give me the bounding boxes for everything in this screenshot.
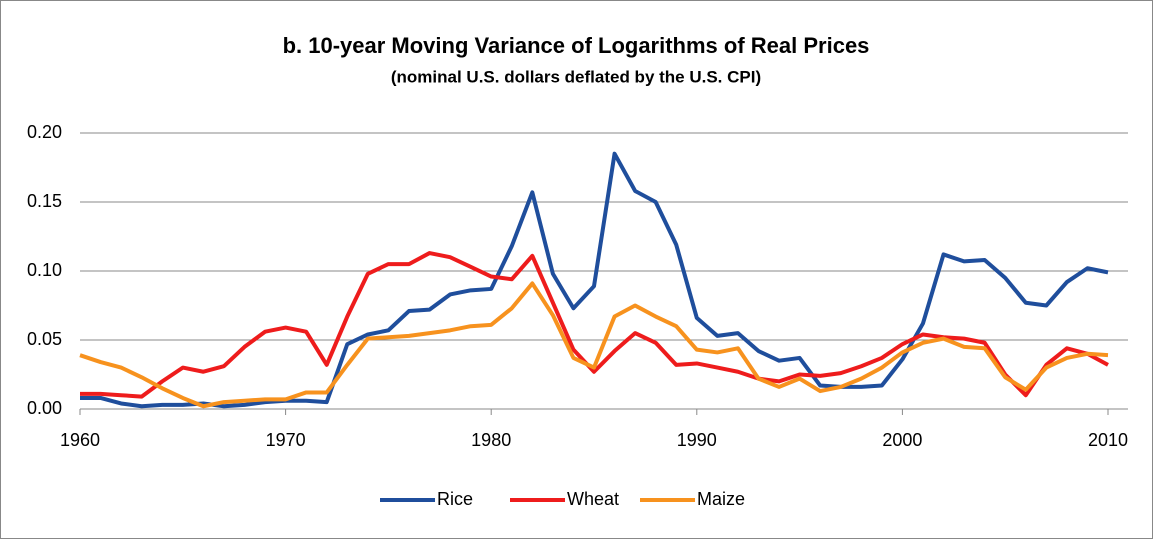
legend-label: Maize [697,489,745,509]
series-line [80,251,1109,399]
chart-title: b. 10-year Moving Variance of Logarithms… [283,33,870,58]
legend-label: Wheat [567,489,619,509]
chart-subtitle: (nominal U.S. dollars deflated by the U.… [391,67,761,86]
y-tick-label: 0.15 [27,191,62,211]
y-tick-label: 0.05 [27,329,62,349]
x-tick-label: 1990 [677,430,717,450]
y-tick-label: 0.10 [27,260,62,280]
y-tick-label: 0.20 [27,122,62,142]
x-tick-label: 1970 [266,430,306,450]
x-tick-label: 2010 [1088,430,1128,450]
series-line [80,151,1109,409]
x-tick-label: 1980 [471,430,511,450]
legend-label: Rice [437,489,473,509]
y-tick-label: 0.00 [27,398,62,418]
x-tick-label: 1960 [60,430,100,450]
x-tick-label: 2000 [882,430,922,450]
series-line [79,281,1109,409]
